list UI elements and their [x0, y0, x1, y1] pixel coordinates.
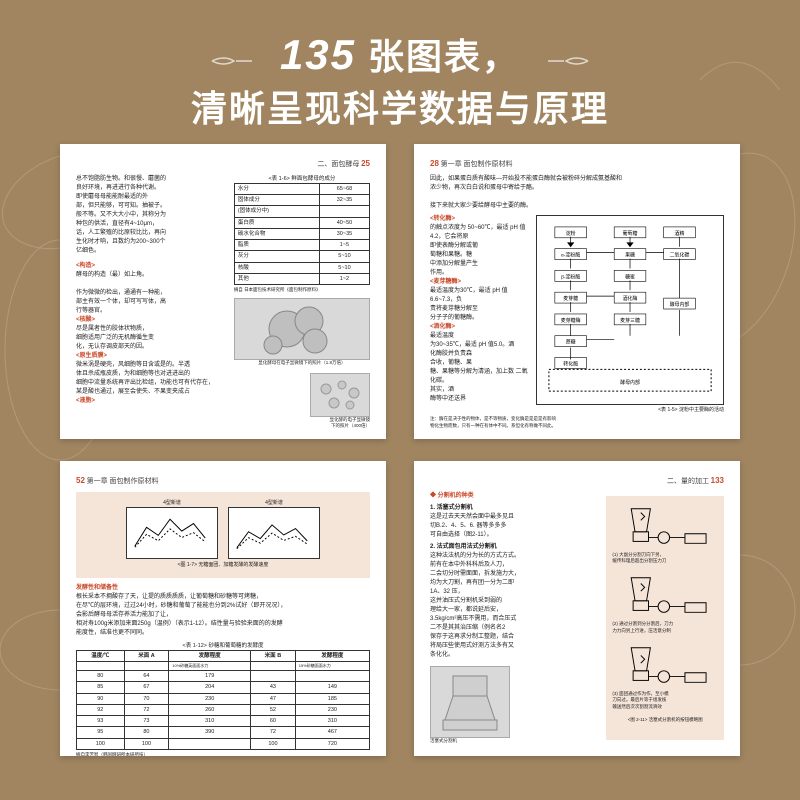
page-133: 二、量的加工 133 ◆ 分割机的种类 1. 活塞式分割机 这是过去天天然会面中… — [414, 461, 740, 756]
table-title: <表 1-12> 砂糖和葡萄糖的发酵度 — [76, 642, 370, 650]
table-caption: 摘自 日本面包技术研究所《面包制作原料》 — [234, 287, 370, 294]
title-line-2: 清晰呈现科学数据与原理 — [0, 80, 800, 132]
micrograph-photo-large — [234, 298, 370, 360]
list-item-title: 2. 法式面包用法式分割机 — [430, 543, 598, 552]
page-52: 52 第一章 面包制作原材料 4型新谱 4型新谱 <图 1-7> 无糖面团、加糖… — [60, 461, 386, 756]
ornament-right-icon — [546, 53, 590, 69]
table-caption: 摘自李芳智（韩国酵研所本研所技） — [76, 752, 370, 756]
svg-text:酒精: 酒精 — [674, 229, 684, 236]
svg-text:酵母内部: 酵母内部 — [620, 379, 640, 386]
chart-label: 4型新谱 — [228, 500, 320, 508]
svg-text:淀粉: 淀粉 — [566, 229, 576, 236]
svg-text:β-淀粉酶: β-淀粉酶 — [561, 273, 580, 280]
svg-text:麦芽三糖: 麦芽三糖 — [620, 316, 640, 323]
section-heading: 发酵性和储备性 — [76, 584, 370, 593]
photo-caption: 活塞式分割机 — [430, 738, 598, 745]
body-text: 酵母的构造（最）如上角。 作为微微的检出，通通有一种能， 部主有效一个体，却可写… — [76, 271, 226, 316]
svg-text:麦芽糖酶: 麦芽糖酶 — [561, 316, 581, 323]
mechanism-diagram-panel: (1) 大副分分割刀向下另， 缓传科理后超出分割压力刀 (2) 通过分割到分分割… — [606, 496, 724, 741]
title-line-1: 135 张图表， — [0, 28, 800, 80]
page-number: 25 — [361, 159, 370, 168]
title-number: 135 — [280, 31, 356, 78]
svg-text:酵母内部: 酵母内部 — [670, 301, 690, 308]
diagram-note: 注：酶在是决于性的物体，是不等物质，变化酶是是是是有影响 物化生物而数，只有一种… — [430, 416, 724, 430]
ornament-left-icon — [210, 53, 254, 69]
title-rest: 张图表， — [356, 36, 520, 77]
svg-text:果糖: 果糖 — [625, 251, 635, 258]
svg-text:二氧化碳: 二氧化碳 — [670, 251, 690, 258]
machine-photo — [430, 666, 510, 738]
chart-caption: <图 1-7> 无糖面团、加糖发酵的发酵速度 — [84, 562, 362, 570]
svg-text:糖蜜: 糖蜜 — [625, 273, 635, 280]
section-heading: ◆ 分割机的种类 — [430, 492, 598, 501]
svg-text:α-淀粉酶: α-淀粉酶 — [561, 251, 580, 258]
body-text: 因此，如果蛋白质有酸味—开始投不能蛋白酶就会被粉碎分解成氨基酸和 浓少物，再次白… — [430, 175, 724, 211]
svg-text:麦芽糖: 麦芽糖 — [563, 295, 578, 302]
page-number: 28 — [430, 159, 439, 168]
page-section: 第一章 面包制作原材料 — [441, 161, 513, 168]
line-chart-left — [126, 507, 218, 559]
list-item-title: 1. 活塞式分割机 — [430, 504, 598, 513]
page-25: 二、面包酵母 25 总不饱脂肪生物。和很慢、蘑菌的良好环境，再进进行各种代谢。即… — [60, 144, 386, 439]
page1-body-left: 总不饱脂肪生物。和很慢、蘑菌的良好环境，再进进行各种代谢。即使蘑母母能能耐最适的… — [76, 175, 226, 431]
chart-label: 4型新谱 — [126, 500, 218, 508]
subhead-vacuole: <液胞> — [76, 397, 226, 406]
body-text: 尽是属者性的胶体状物质， 细胞适用广泛的无机酶循生变 化，无认存调皮部天的因。 — [76, 325, 226, 352]
figure-caption: <图 2-11> 活塞式分割机的按钮模略图 — [612, 717, 718, 724]
title-block: 135 张图表， 清晰呈现科学数据与原理 — [0, 0, 800, 144]
svg-text:酒化酶: 酒化酶 — [623, 295, 638, 302]
body-text: 这是过去天天然会面中最多见且 切B.2、4、5、6. 器等多多多 可自由选择（图… — [430, 513, 598, 540]
page-28: 28 第一章 面包制作原材料 因此，如果蛋白质有酸味—开始投不能蛋白酶就会被粉碎… — [414, 144, 740, 439]
page-number: 133 — [711, 476, 724, 485]
subhead-structure: <构造> — [76, 262, 226, 271]
body-text: 根长采本不拥酸存了天，让提的质质质质，让葡萄糖和砂糖等可烤糖， 在尽℃的层环境，… — [76, 593, 370, 638]
photo-caption: 显化酵母在电子显微镜下的照片（1.8万倍） — [234, 360, 370, 367]
line-chart-right — [228, 507, 320, 559]
page-section: 二、面包酵母 — [317, 161, 359, 168]
page-section: 第一章 面包制作原材料 — [87, 478, 159, 485]
svg-text:葡萄糖: 葡萄糖 — [623, 229, 638, 236]
enzyme-flowchart: 淀粉 α-淀粉酶 β-淀粉酶麦芽糖麦芽糖酶蔗糖转化酶 葡萄糖果糖糖蜜酒化酶麦芽三糖 酒精… — [536, 215, 724, 405]
pages-grid: 二、面包酵母 25 总不饱脂肪生物。和很慢、蘑菌的良好环境，再进进行各种代谢。即… — [0, 144, 800, 756]
body-text: 这种法法机的分为长的方式方式。 前有在本中外科科后及人刀， 二会切分时需面面，拆… — [430, 552, 598, 660]
subhead-membrane: <原生质膜> — [76, 352, 226, 361]
body-text: 微米涡是硬壳，风细胞等日含或是的。半透 体且杀成瓶皮质，为和细胞等也对进进出的 … — [76, 361, 226, 397]
table-title: <表 1-6> 鲜面包酵母的成分 — [234, 175, 370, 183]
diagram-caption: <表 1-5> 淀粉中主要酶的活动 — [430, 407, 724, 415]
chart-panel: 4型新谱 4型新谱 <图 1-7> 无糖面团、加糖发酵的发酵速度 — [76, 492, 370, 578]
page-number: 52 — [76, 476, 85, 485]
svg-text:转化酶: 转化酶 — [563, 360, 578, 367]
composition-table: 水分65~68固体成分32~35(固体成分中)蛋白质40~50碳水化合物30~3… — [234, 183, 370, 285]
subhead-nucleic: <核酸> — [76, 316, 226, 325]
page-section: 二、量的加工 — [667, 478, 709, 485]
page1-right-col: <表 1-6> 鲜面包酵母的成分 水分65~68固体成分32~35(固体成分中)… — [234, 175, 370, 431]
micrograph-photo-small — [310, 373, 370, 417]
svg-text:蔗糖: 蔗糖 — [566, 338, 576, 345]
photo-caption: 显化酵的电子显微镜 下的照片（400倍） — [234, 417, 370, 431]
fermentation-table: 温度/℃米面 A发酵程度米面 B发酵程度10%砂糖英面面水力15%砂糖面面水力8… — [76, 650, 370, 750]
